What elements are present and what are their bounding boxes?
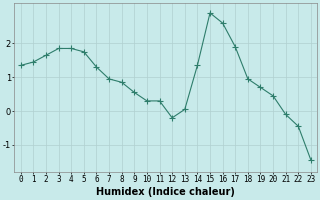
- X-axis label: Humidex (Indice chaleur): Humidex (Indice chaleur): [96, 187, 235, 197]
